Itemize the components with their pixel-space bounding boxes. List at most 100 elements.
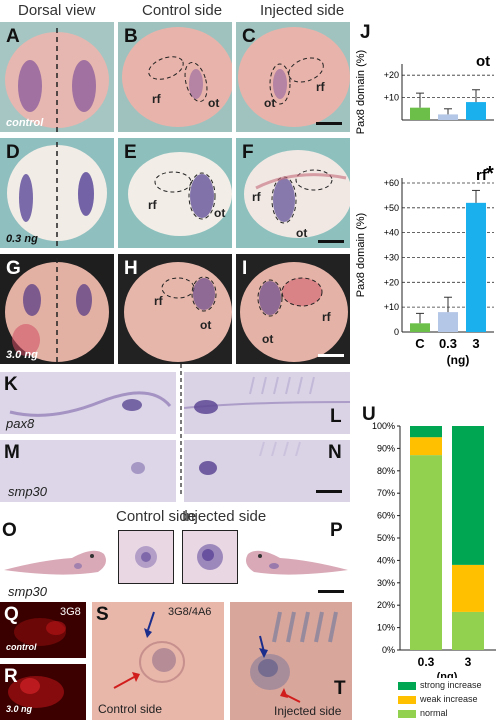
significance-star: * xyxy=(486,163,494,185)
embryo-control-side-high-dose-image xyxy=(124,262,232,362)
u-xtick-3: 3 xyxy=(465,655,472,669)
label-rf-e: rf xyxy=(148,198,157,212)
gene-label-pax8: pax8 xyxy=(6,416,35,431)
panel-letter-j: J xyxy=(360,22,371,43)
tadpole-injected-image xyxy=(246,550,348,575)
panel-letter-i: I xyxy=(242,258,248,279)
label-rf-f: rf xyxy=(252,190,261,204)
label-rf-h: rf xyxy=(154,294,163,308)
bar-1-3 xyxy=(466,202,486,332)
header-dorsal-view: Dorsal view xyxy=(18,2,96,19)
bar-0-C xyxy=(410,107,430,120)
t-side-label: Injected side xyxy=(274,704,342,718)
inset-control-pronephros xyxy=(135,546,157,568)
bar-1-C xyxy=(410,323,430,332)
3g8-4a6-injected-side-image xyxy=(250,611,338,703)
embryo-control-side-low-dose-image xyxy=(128,152,232,236)
legend-label-strong: strong increase xyxy=(420,680,482,690)
panel-g-photo: G 3.0 ng xyxy=(0,254,114,364)
panel-letter-r: R xyxy=(4,666,18,687)
ytick-1-5: +10 xyxy=(384,302,399,312)
ylabel-1: Pax8 domain (%) xyxy=(355,213,367,297)
ytick-0-0: +20 xyxy=(384,70,399,80)
label-ot-c: ot xyxy=(264,96,276,110)
ytick-1-0: +60 xyxy=(384,178,399,188)
chart-j-pax8-domain: +20 +10 ot Pax8 domain (%) +60 +50 +40 +30 +20 +1… xyxy=(355,50,494,367)
u-segment-3-strong-increase xyxy=(452,426,484,565)
panel-e-photo: E rf ot xyxy=(118,138,232,248)
panel-t-photo: T Injected side xyxy=(230,602,352,720)
u-segment-0.3-weak-increase xyxy=(410,437,442,456)
condition-q-control: control xyxy=(6,642,37,652)
panel-s-photo: S 3G8/4A6 Control side xyxy=(92,602,224,720)
panel-letter-o: O xyxy=(2,520,17,541)
xtick-3: 3 xyxy=(472,336,479,351)
pax8-injected-image xyxy=(184,376,350,414)
legend-item-weak: weak increase xyxy=(398,694,502,706)
panel-letter-e: E xyxy=(124,142,137,163)
label-ot-h: ot xyxy=(200,318,212,332)
3g8-4a6-control-side-image xyxy=(113,611,185,689)
panel-f-photo: F rf ot xyxy=(236,138,350,248)
legend-label-normal: normal xyxy=(420,708,448,718)
antibody-label-s: 3G8/4A6 xyxy=(168,606,212,618)
label-rf-i: rf xyxy=(322,310,331,324)
scale-bar-c xyxy=(316,122,342,125)
u-segment-3-weak-increase xyxy=(452,564,484,612)
ytick-1-3: +30 xyxy=(384,252,399,262)
bar-1-0.3 xyxy=(438,312,458,332)
panel-i-photo: I ot rf xyxy=(236,254,350,364)
u-xtick-0.3: 0.3 xyxy=(418,655,435,669)
panel-c-photo: C ot rf xyxy=(236,22,350,132)
panel-k-photo: K pax8 xyxy=(0,372,176,434)
panel-letter-h: H xyxy=(124,258,138,279)
u-segment-0.3-strong-increase xyxy=(410,426,442,438)
panel-letter-g: G xyxy=(6,258,21,279)
tadpole-control-image xyxy=(4,550,106,575)
3g8-high-dose-image xyxy=(8,676,64,708)
gene-label-smp30-o: smp30 xyxy=(8,584,48,599)
u-ytick-1: 90% xyxy=(377,443,395,453)
embryo-dorsal-image xyxy=(5,28,109,132)
label-rf-c: rf xyxy=(316,80,325,94)
panel-d-photo: D 0.3 ng xyxy=(0,138,114,248)
bar-0-3 xyxy=(466,102,486,120)
u-ytick-3: 70% xyxy=(377,488,395,498)
scale-bar-f xyxy=(318,240,344,243)
panel-letter-l: L xyxy=(330,406,342,427)
ylabel-0: Pax8 domain (%) xyxy=(355,50,367,134)
gene-label-smp30-m: smp30 xyxy=(8,484,48,499)
u-ytick-8: 20% xyxy=(377,600,395,610)
embryo-injected-side-low-dose-image xyxy=(244,150,350,238)
legend-item-normal: normal xyxy=(398,708,502,720)
panel-letter-u: U xyxy=(362,404,376,425)
panel-letter-n: N xyxy=(328,442,342,463)
panel-divider-dashed xyxy=(180,364,182,496)
header-injected-side: Injected side xyxy=(260,2,345,19)
panel-letter-c: C xyxy=(242,26,256,47)
3g8-control-image xyxy=(14,618,66,646)
xtick-C: C xyxy=(415,336,425,351)
label-ot-e: ot xyxy=(214,206,226,220)
panel-a-photo: A control xyxy=(0,22,114,132)
u-segment-3-normal xyxy=(452,611,484,650)
xlabel-j: (ng) xyxy=(447,353,470,367)
panel-letter-s: S xyxy=(96,604,109,625)
smp30-injected-image xyxy=(199,441,301,475)
panel-letter-a: A xyxy=(6,26,20,47)
chart-title-ot: ot xyxy=(476,53,490,70)
condition-high-dose: 3.0 ng xyxy=(6,349,38,361)
panel-letter-p: P xyxy=(330,520,343,541)
header-control-side: Control side xyxy=(142,2,223,19)
panel-l-photo: L xyxy=(184,372,350,434)
legend-item-strong: strong increase xyxy=(398,680,502,692)
panel-q-photo: Q 3G8 control xyxy=(0,602,86,658)
panel-letter-b: B xyxy=(124,26,138,47)
chart-u-phenotype-distribution: 100% 90% 80% 70% 60% 50% 40% 30% 20% 10% 0% 0.3 3 (ng… xyxy=(372,421,496,678)
ytick-1-1: +50 xyxy=(384,203,399,213)
o-header-injected-side: Injected side xyxy=(182,508,267,525)
legend-label-weak: weak increase xyxy=(420,694,478,704)
label-rf-b: rf xyxy=(152,92,161,106)
panel-letter-q: Q xyxy=(4,604,19,625)
panel-n-photo: N xyxy=(184,440,350,502)
